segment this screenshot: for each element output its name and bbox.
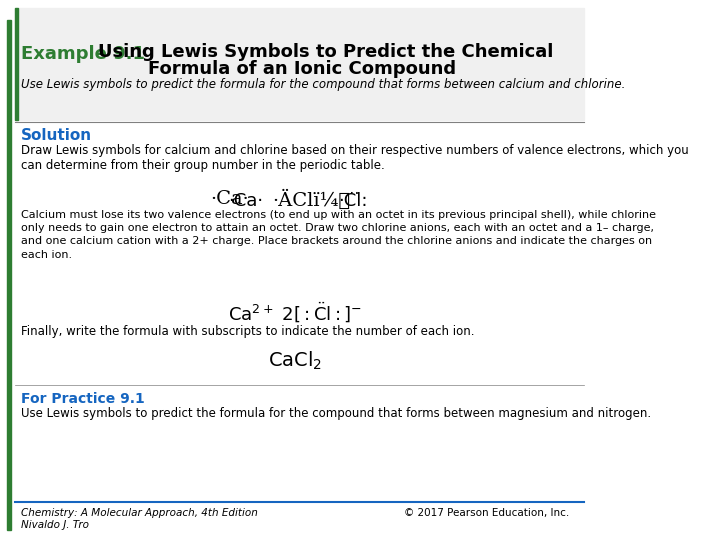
Bar — [14, 8, 583, 120]
Text: $\mathrm{Ca^{2+}\ 2\left[:\ddot{C}l:\right]^{-}}$: $\mathrm{Ca^{2+}\ 2\left[:\ddot{C}l:\rig… — [228, 300, 362, 324]
Bar — [14, 8, 18, 120]
Text: Finally, write the formula with subscripts to indicate the number of each ion.: Finally, write the formula with subscrip… — [22, 325, 474, 338]
Text: Using Lewis Symbols to Predict the Chemical: Using Lewis Symbols to Predict the Chemi… — [99, 43, 554, 61]
Text: ·Ċl̇:: ·Ċl̇: — [338, 192, 367, 210]
Text: Example 9.1: Example 9.1 — [22, 45, 145, 63]
Text: Nivaldo J. Tro: Nivaldo J. Tro — [22, 520, 89, 530]
Text: ·Ca·: ·Ca· — [210, 190, 249, 208]
Text: ·Ca·: ·Ca· — [228, 192, 264, 210]
Text: Calcium must lose its two valence electrons (to end up with an octet in its prev: Calcium must lose its two valence electr… — [22, 210, 657, 260]
Text: Solution: Solution — [22, 128, 92, 143]
Bar — [6, 20, 12, 530]
Text: For Practice 9.1: For Practice 9.1 — [22, 392, 145, 406]
Text: Chemistry: A Molecular Approach, 4th Edition: Chemistry: A Molecular Approach, 4th Edi… — [22, 508, 258, 518]
Text: Use Lewis symbols to predict the formula for the compound that forms between mag: Use Lewis symbols to predict the formula… — [22, 407, 652, 420]
Text: © 2017 Pearson Education, Inc.: © 2017 Pearson Education, Inc. — [403, 508, 569, 518]
Text: Formula of an Ionic Compound: Formula of an Ionic Compound — [148, 60, 456, 78]
Text: Draw Lewis symbols for calcium and chlorine based on their respective numbers of: Draw Lewis symbols for calcium and chlor… — [22, 144, 689, 172]
Text: $\mathrm{CaCl_2}$: $\mathrm{CaCl_2}$ — [268, 350, 322, 372]
Text: ·ÄClï¼: ·ÄClï¼ — [272, 190, 351, 210]
Text: Use Lewis symbols to predict the formula for the compound that forms between cal: Use Lewis symbols to predict the formula… — [22, 78, 626, 91]
